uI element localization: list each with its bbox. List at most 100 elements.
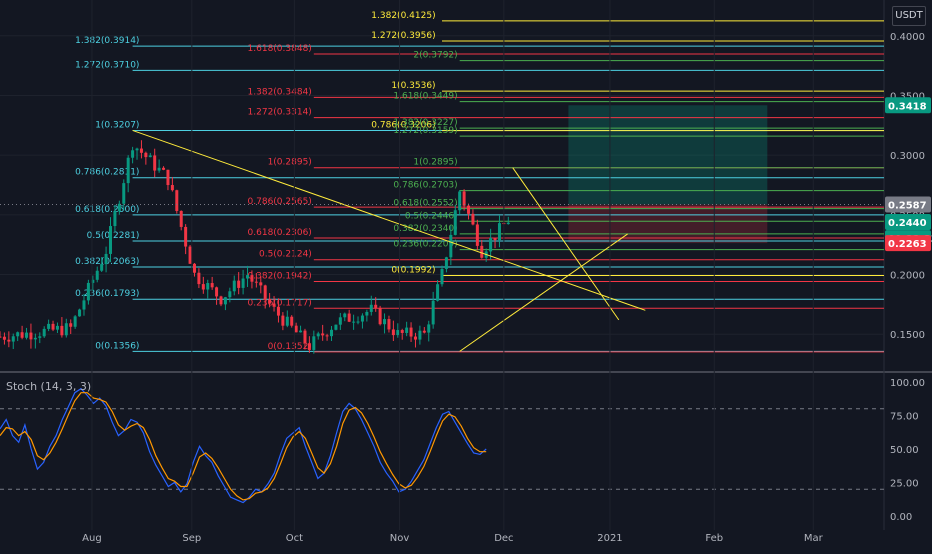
candle-body <box>431 300 435 325</box>
candle-body <box>427 324 431 333</box>
candle-body <box>321 333 325 336</box>
fib-level-label: 1.272(0.3159) <box>393 126 457 136</box>
candle-body <box>343 313 347 318</box>
time-tick-label: Sep <box>182 533 201 544</box>
candle-body <box>162 167 166 170</box>
trendline <box>132 129 646 311</box>
fib-level-label: 1.382(0.3484) <box>248 87 312 97</box>
fib-level-label: 2(0.3792) <box>413 51 457 61</box>
fib-level-label: 1.382(0.3227) <box>393 118 457 128</box>
trendline <box>459 233 628 352</box>
candle-body <box>383 319 387 325</box>
candle-body <box>506 222 510 225</box>
fib-level-label: 1.618(0.3848) <box>248 44 312 54</box>
candle-body <box>144 152 148 158</box>
candle-body <box>467 205 471 214</box>
candle-body <box>73 316 77 327</box>
candle-body <box>356 321 360 323</box>
time-tick-label: 2021 <box>597 533 622 544</box>
candle-body <box>480 245 484 258</box>
candle-body <box>471 213 475 225</box>
candle-body <box>60 325 64 336</box>
candle-body <box>175 190 179 211</box>
candle-body <box>126 157 130 184</box>
candle-body <box>215 287 219 297</box>
candle-body <box>462 191 466 206</box>
candle-body <box>78 309 82 317</box>
candle-body <box>219 296 223 305</box>
candle-body <box>299 330 303 333</box>
candle-body <box>387 319 391 330</box>
price-label-text: 0.2587 <box>888 200 927 211</box>
candle-body <box>369 304 373 312</box>
candle-body <box>16 332 20 337</box>
candle-body <box>237 280 241 288</box>
currency-selector[interactable]: USDT <box>892 6 926 26</box>
candle-body <box>413 336 417 340</box>
price-label-tag <box>885 235 931 252</box>
candle-body <box>285 316 289 326</box>
candle-body <box>325 335 329 337</box>
candle-body <box>100 264 104 271</box>
candle-body <box>122 183 126 204</box>
candle-body <box>290 316 294 326</box>
candle-body <box>493 237 497 241</box>
candle-body <box>307 343 311 350</box>
fib-level-label: 0.5(0.2281) <box>87 231 140 241</box>
price-tick-label: 0.2000 <box>890 271 925 282</box>
fib-level-label: 0.618(0.2552) <box>393 199 457 209</box>
candle-body <box>179 210 183 227</box>
candle-body <box>117 203 121 212</box>
price-tick-label: 0.4000 <box>890 32 925 43</box>
time-tick-label: Aug <box>82 533 102 544</box>
price-label-tag <box>885 214 931 230</box>
candle-body <box>400 330 404 333</box>
fib-level-label: 0.236(0.2209) <box>393 240 457 250</box>
candle-body <box>409 327 413 337</box>
fib-level-label: 0.382(0.2340) <box>393 224 457 234</box>
candle-body <box>268 299 272 304</box>
candle-body <box>210 283 214 288</box>
stoch-tick-label: 50.00 <box>890 445 919 456</box>
fib-level-label: 1.272(0.3956) <box>371 31 435 41</box>
candle-body <box>489 237 493 252</box>
time-tick-label: Nov <box>390 533 410 544</box>
candle-body <box>303 330 307 344</box>
candle-body <box>47 323 51 329</box>
candle-body <box>449 234 453 258</box>
candle-body <box>2 336 6 340</box>
candle-body <box>223 297 227 305</box>
indicator-title[interactable]: Stoch (14, 3, 3) <box>6 380 92 393</box>
candle-body <box>135 148 139 151</box>
fib-level-label: 0.236(0.1717) <box>248 298 312 308</box>
stoch-series-line <box>0 387 487 504</box>
candle-body <box>422 330 426 333</box>
candle-body <box>497 223 501 241</box>
candle-body <box>352 321 356 323</box>
price-label-text: 0.3418 <box>888 101 927 112</box>
candle-body <box>330 329 333 337</box>
candle-body <box>148 155 152 158</box>
candle-body <box>197 272 201 285</box>
candle-body <box>316 333 320 337</box>
price-tick-label: 0.3000 <box>890 151 925 162</box>
candle-body <box>201 284 205 290</box>
fib-level-label: 1.618(0.3449) <box>393 92 457 102</box>
price-label-text: 0.2263 <box>888 239 927 250</box>
price-label-tag <box>885 196 931 213</box>
candle-body <box>440 268 444 285</box>
candle-body <box>113 211 117 227</box>
candle-body <box>64 323 68 336</box>
candle-body <box>232 280 236 292</box>
candle-body <box>254 281 258 283</box>
stoch-tick-label: 75.00 <box>890 412 919 423</box>
fib-level-label: 1(0.2895) <box>268 158 312 168</box>
time-tick-label: Feb <box>705 533 723 544</box>
candle-body <box>458 191 462 211</box>
fib-level-label: 1.272(0.3314) <box>248 108 312 118</box>
candle-body <box>104 253 108 265</box>
candle-body <box>131 150 135 158</box>
fib-level-label: 0.382(0.1942) <box>248 271 312 281</box>
